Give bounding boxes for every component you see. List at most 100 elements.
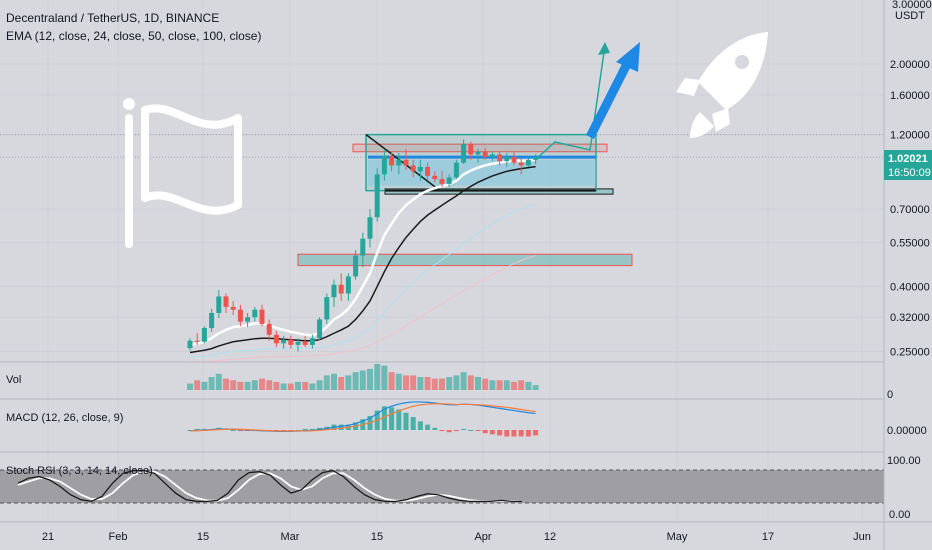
candle-body[interactable] bbox=[360, 238, 366, 256]
macd-histogram-bar bbox=[389, 407, 395, 430]
candle-body[interactable] bbox=[367, 217, 373, 239]
time-tick-label: May bbox=[667, 531, 688, 543]
macd-histogram-bar bbox=[439, 430, 445, 432]
candlesticks[interactable] bbox=[187, 139, 539, 352]
time-tick-label: 17 bbox=[762, 531, 774, 543]
volume-bar bbox=[446, 377, 453, 390]
candle-body[interactable] bbox=[461, 144, 467, 163]
macd-histogram-bar bbox=[453, 430, 459, 432]
time-tick-label: 21 bbox=[42, 531, 54, 543]
volume-bar bbox=[403, 375, 409, 390]
candle-body[interactable] bbox=[252, 309, 258, 318]
price-axis[interactable]: 2.00000 1.60000 1.20000 0.70000 0.55000 0.400… bbox=[890, 59, 930, 358]
price-tick-label: 0.55000 bbox=[890, 237, 930, 249]
stoch-k-line bbox=[17, 469, 522, 503]
volume-bar bbox=[496, 380, 503, 390]
volume-bar bbox=[259, 378, 265, 390]
candle-body[interactable] bbox=[504, 157, 510, 162]
macd-histogram-bar bbox=[518, 430, 524, 437]
volume-bar bbox=[482, 378, 489, 390]
candle-body[interactable] bbox=[453, 162, 459, 178]
candle-body[interactable] bbox=[309, 338, 315, 345]
volume-pane bbox=[187, 364, 539, 390]
macd-histogram-bar bbox=[317, 427, 323, 430]
candle-body[interactable] bbox=[266, 323, 272, 335]
macd-histogram-bar bbox=[425, 424, 431, 430]
candle-body[interactable] bbox=[417, 166, 423, 172]
candle-body[interactable] bbox=[187, 340, 193, 349]
candle-body[interactable] bbox=[324, 297, 330, 320]
time-axis[interactable]: 21 Feb 15 Mar 15 Apr 12 May 17 Jun bbox=[42, 531, 871, 543]
candle-body[interactable] bbox=[381, 155, 387, 175]
macd-histogram-bar bbox=[432, 427, 438, 430]
candle-body[interactable] bbox=[273, 334, 279, 344]
volume-bar bbox=[431, 378, 438, 390]
candle-body[interactable] bbox=[396, 159, 402, 166]
candle-body[interactable] bbox=[511, 157, 517, 163]
volume-bar bbox=[187, 383, 193, 390]
candle-body[interactable] bbox=[317, 319, 323, 339]
candle-body[interactable] bbox=[245, 317, 251, 322]
candle-body[interactable] bbox=[475, 151, 481, 155]
price-tick-top: 3.00000 bbox=[892, 0, 932, 11]
candle-body[interactable] bbox=[209, 312, 215, 329]
candle-body[interactable] bbox=[230, 306, 236, 310]
candle-body[interactable] bbox=[439, 179, 445, 184]
volume-bar bbox=[331, 373, 337, 390]
volume-bar bbox=[467, 375, 474, 390]
macd-histogram-bar bbox=[338, 424, 344, 430]
volume-bar bbox=[244, 381, 251, 390]
volume-bar bbox=[266, 380, 273, 390]
volume-bar bbox=[503, 380, 510, 390]
candle-body[interactable] bbox=[288, 339, 294, 345]
volume-bar bbox=[223, 378, 229, 390]
volume-bar bbox=[309, 383, 316, 390]
candle-body[interactable] bbox=[223, 296, 229, 307]
candle-body[interactable] bbox=[389, 155, 395, 166]
volume-bar bbox=[453, 375, 460, 390]
volume-bar bbox=[251, 380, 258, 390]
candle-body[interactable] bbox=[525, 159, 531, 166]
price-tick-label: 1.60000 bbox=[890, 90, 930, 102]
volume-bar bbox=[280, 383, 287, 390]
candle-body[interactable] bbox=[446, 177, 452, 184]
macd-signal-line bbox=[190, 403, 536, 432]
candle-body[interactable] bbox=[345, 276, 351, 294]
macd-histogram-bar bbox=[194, 428, 200, 430]
volume-bar bbox=[237, 381, 244, 390]
macd-histogram-bar bbox=[446, 430, 452, 433]
volume-bar bbox=[475, 377, 481, 390]
candle-body[interactable] bbox=[259, 309, 265, 324]
candle-body[interactable] bbox=[425, 166, 431, 176]
candle-body[interactable] bbox=[237, 309, 243, 322]
stoch-label: Stoch RSI (3, 3, 14, 14, close) bbox=[6, 465, 153, 477]
candle-body[interactable] bbox=[331, 284, 337, 298]
candle-body[interactable] bbox=[353, 255, 359, 277]
demand-zone bbox=[297, 253, 633, 267]
volume-bar bbox=[388, 372, 395, 390]
candle-body[interactable] bbox=[403, 159, 409, 166]
volume-bar bbox=[287, 383, 294, 390]
candle-body[interactable] bbox=[374, 174, 380, 218]
macd-histogram-bar bbox=[230, 430, 236, 431]
candle-body[interactable] bbox=[518, 162, 524, 166]
time-tick-label: Jun bbox=[853, 531, 871, 543]
candle-body[interactable] bbox=[497, 154, 503, 162]
candle-body[interactable] bbox=[201, 328, 207, 342]
candle-body[interactable] bbox=[533, 157, 539, 160]
candle-body[interactable] bbox=[338, 284, 344, 294]
candle-body[interactable] bbox=[482, 151, 488, 158]
candle-body[interactable] bbox=[410, 165, 416, 172]
candle-body[interactable] bbox=[194, 340, 200, 342]
arrow-up-right-icon bbox=[534, 42, 640, 161]
time-tick-label: 15 bbox=[197, 531, 209, 543]
candle-body[interactable] bbox=[489, 154, 495, 158]
candle-body[interactable] bbox=[281, 339, 287, 344]
candle-body[interactable] bbox=[432, 175, 438, 180]
candle-body[interactable] bbox=[295, 341, 301, 345]
candle-body[interactable] bbox=[216, 296, 222, 313]
price-tick-label: 0.32000 bbox=[890, 312, 930, 324]
candle-body[interactable] bbox=[468, 144, 474, 155]
candle-body[interactable] bbox=[302, 341, 308, 345]
